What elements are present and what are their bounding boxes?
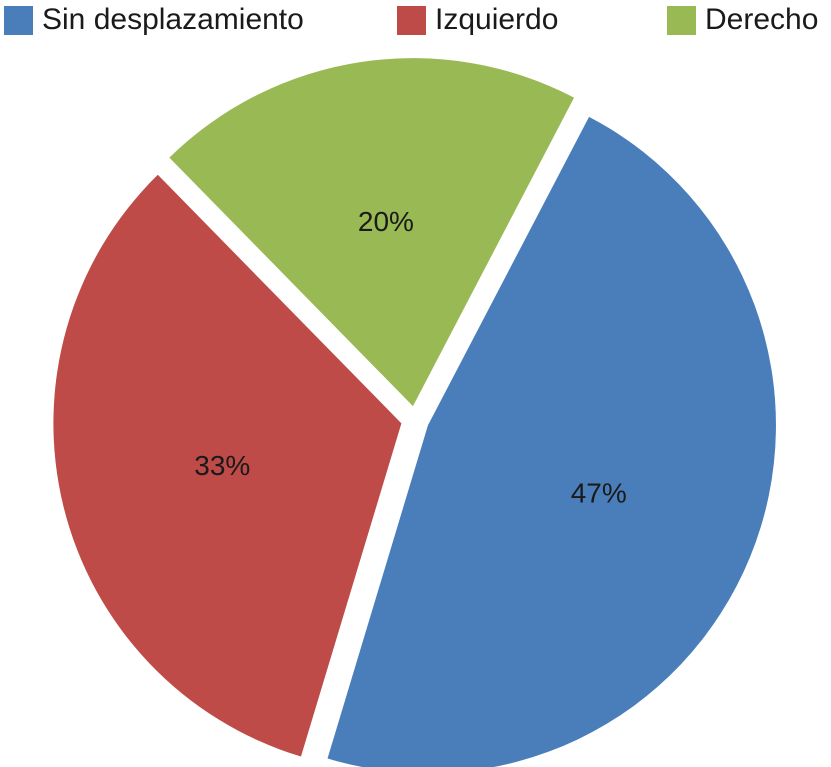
- legend-label-derecho: Derecho: [705, 3, 819, 36]
- legend-label-izquierdo: Izquierdo: [435, 3, 559, 36]
- pie-slice-sin-desplazamiento: [327, 116, 776, 767]
- legend-item-izquierdo: Izquierdo: [397, 4, 558, 36]
- chart-legend: Sin desplazamiento Izquierdo Derecho: [0, 0, 831, 44]
- legend-swatch-sin-desplazamiento: [4, 5, 33, 35]
- pie-slice-izquierdo: [53, 174, 402, 757]
- pie-slice-derecho: [169, 58, 575, 407]
- legend-swatch-derecho: [667, 5, 696, 35]
- legend-item-derecho: Derecho: [667, 4, 818, 36]
- data-label-derecho: 20%: [358, 206, 414, 237]
- legend-label-sin-desplazamiento: Sin desplazamiento: [42, 3, 304, 36]
- legend-swatch-izquierdo: [397, 5, 426, 35]
- data-label-sin-desplazamiento: 47%: [571, 477, 627, 508]
- data-label-izquierdo: 33%: [194, 450, 250, 481]
- legend-item-sin-desplazamiento: Sin desplazamiento: [4, 4, 304, 36]
